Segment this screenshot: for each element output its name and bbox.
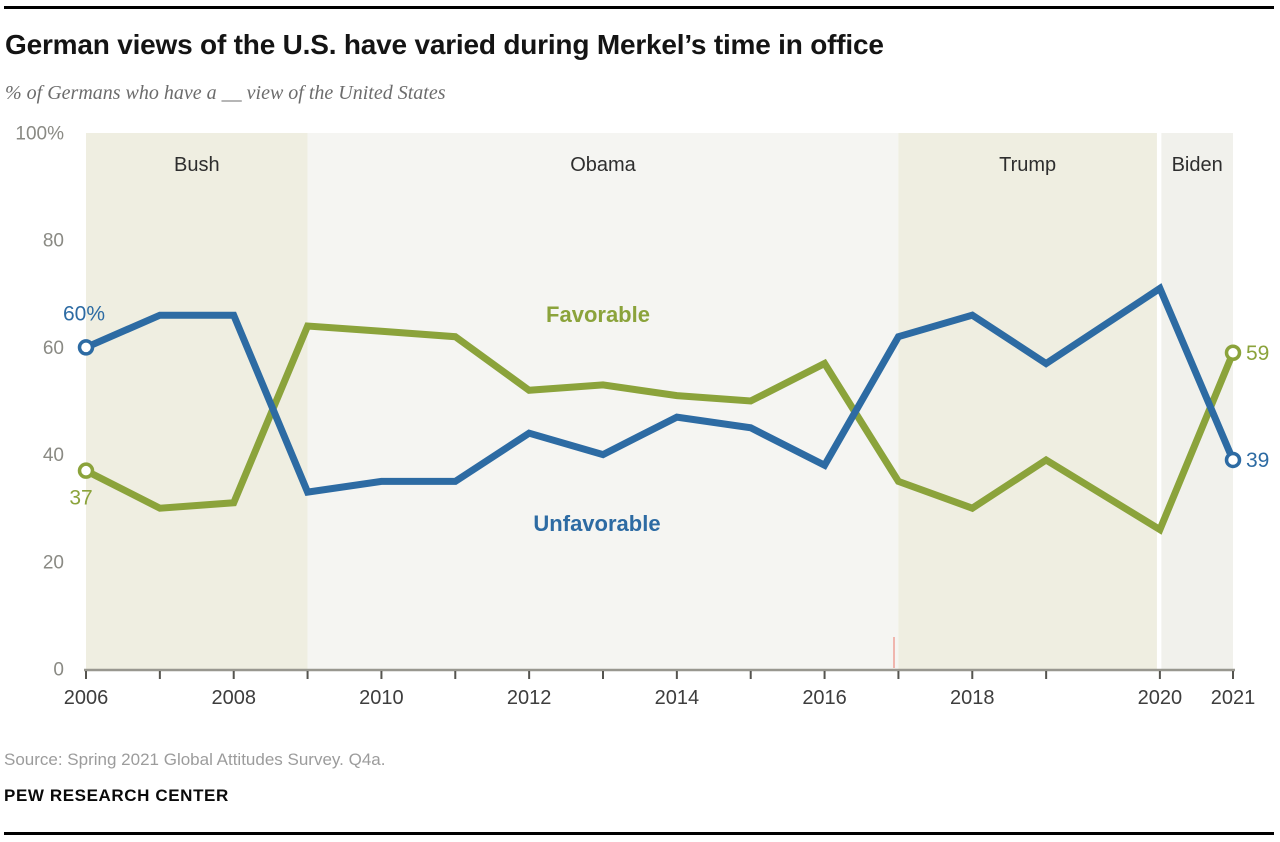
- value-label-39: 39: [1246, 449, 1269, 472]
- brand-footer: PEW RESEARCH CENTER: [4, 786, 229, 805]
- x-tick-label: 2012: [507, 687, 552, 709]
- era-bands: Bush Obama Trump Biden: [86, 133, 1233, 669]
- era-band-trump: [898, 133, 1157, 669]
- data-series: [77, 283, 1242, 535]
- endpoint-marker-favorable: [77, 462, 95, 479]
- x-tick-label: 2010: [359, 687, 404, 709]
- era-label-biden: Biden: [1172, 154, 1223, 176]
- era-label-obama: Obama: [570, 154, 636, 176]
- y-tick-label: 80: [43, 231, 64, 252]
- series-label-favorable: Favorable: [546, 302, 650, 327]
- value-label-59: 59: [1246, 342, 1269, 365]
- series-line-unfavorable: [84, 283, 1237, 496]
- x-tick-label: 2008: [211, 687, 256, 709]
- x-tick-label: 2016: [802, 687, 847, 709]
- page-title: German views of the U.S. have varied dur…: [5, 29, 884, 60]
- endpoint-marker-favorable: [1224, 344, 1242, 362]
- x-tick-label: 2020: [1138, 687, 1183, 709]
- era-band-obama: [307, 133, 899, 669]
- y-tick-label: 60: [43, 338, 64, 359]
- value-label-60: 60%: [63, 302, 105, 325]
- top-rule: [4, 6, 1274, 9]
- x-tick-label: 2018: [950, 687, 995, 709]
- annotations: Favorable Unfavorable 60% 37 59 39: [63, 302, 1269, 536]
- era-label-trump: Trump: [999, 154, 1056, 176]
- value-label-37: 37: [69, 487, 92, 510]
- x-tick-label: 2021: [1211, 687, 1256, 709]
- series-line-favorable: [84, 322, 1237, 535]
- x-tick-label: 2006: [64, 687, 109, 709]
- y-tick-label: 0: [53, 660, 64, 681]
- endpoint-marker-unfavorable: [1224, 451, 1242, 469]
- source-note: Source: Spring 2021 Global Attitudes Sur…: [4, 750, 386, 769]
- endpoint-marker-unfavorable: [77, 339, 95, 356]
- era-band-biden: [1161, 133, 1233, 669]
- x-tick-label: 2014: [655, 687, 700, 709]
- series-label-unfavorable: Unfavorable: [533, 511, 660, 536]
- y-tick-label: 100%: [15, 124, 64, 145]
- chart-subtitle: % of Germans who have a __ view of the U…: [5, 82, 446, 104]
- era-label-bush: Bush: [174, 154, 220, 176]
- y-tick-label: 20: [43, 552, 64, 573]
- bottom-rule: [4, 832, 1274, 835]
- y-tick-label: 40: [43, 445, 64, 466]
- axes: 2006 2008 2010 2012 2014 2016 2018 2020 2021 100%…: [15, 124, 1255, 710]
